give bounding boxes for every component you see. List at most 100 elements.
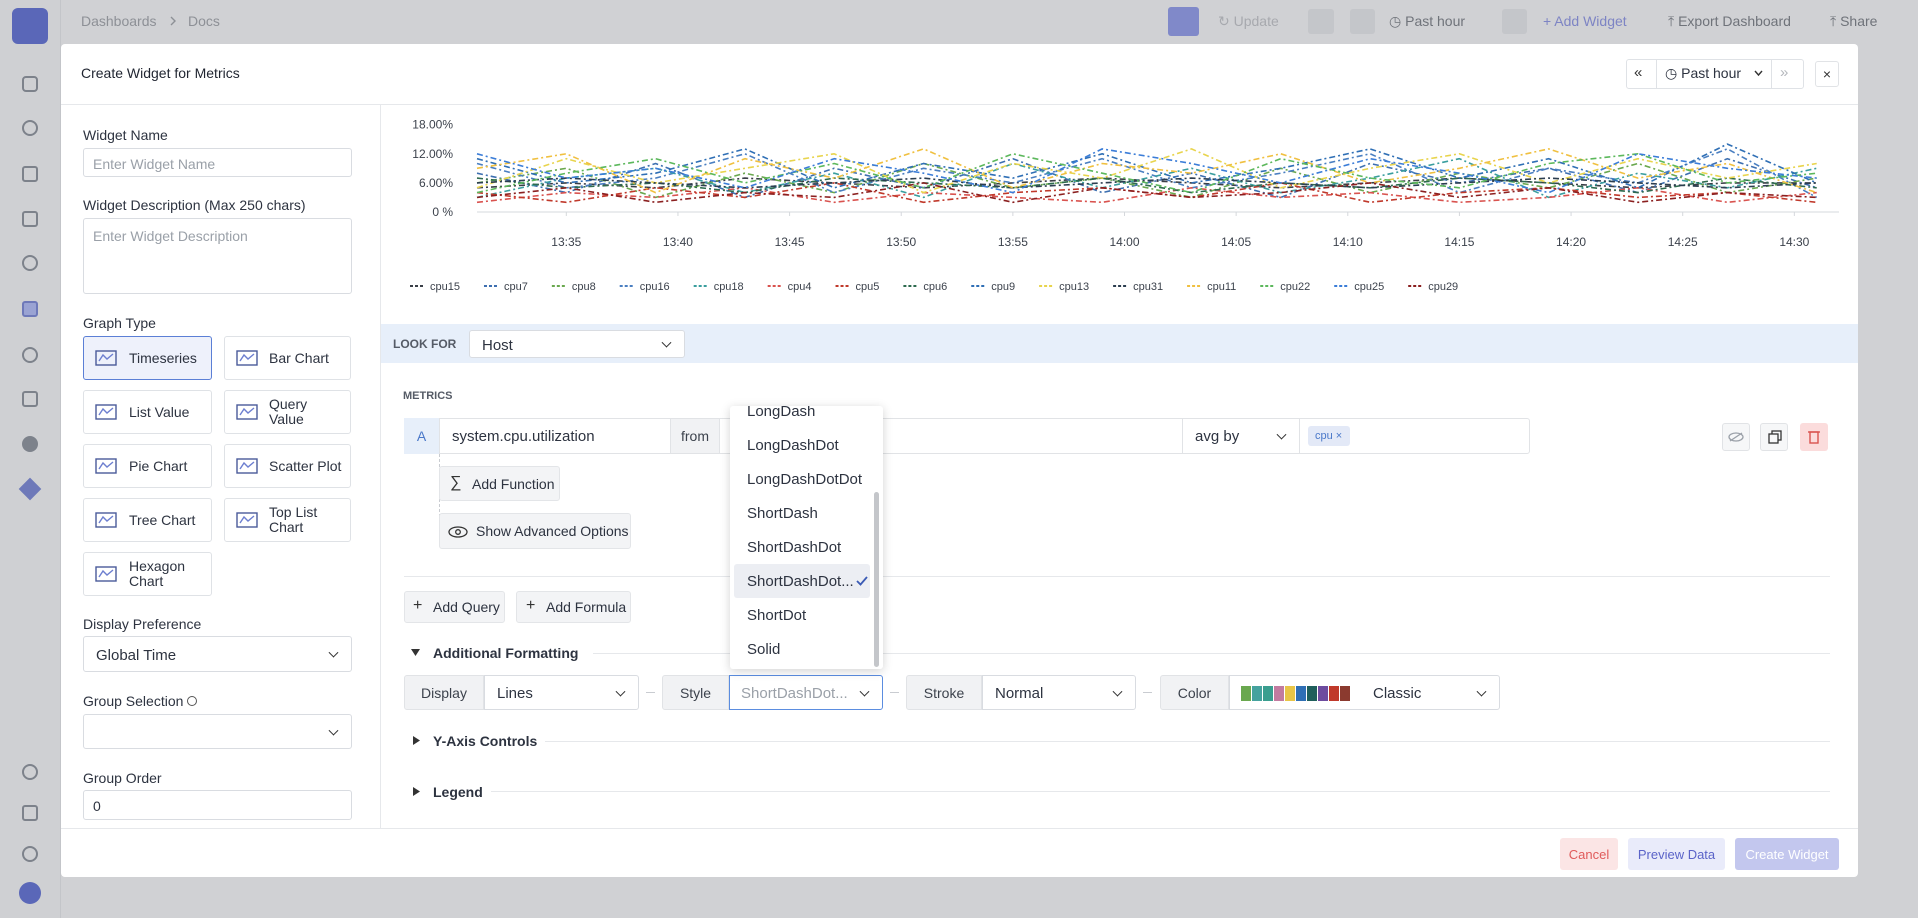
scrollbar	[874, 492, 879, 667]
tag-chip[interactable]: cpu ×	[1308, 426, 1350, 446]
legend-label: cpu18	[714, 281, 744, 293]
group-order-input[interactable]: 0	[83, 790, 352, 820]
graph-type-button[interactable]: Top List Chart	[224, 498, 351, 542]
swatch	[1329, 686, 1339, 701]
dropdown-option[interactable]: ShortDashDot	[730, 530, 876, 564]
add-function-button[interactable]: ∑Add Function	[439, 466, 560, 501]
legend-item[interactable]: cpu29	[1408, 281, 1458, 293]
nav-icon[interactable]	[22, 846, 38, 862]
legend-item[interactable]: cpu16	[620, 281, 670, 293]
graph-type-label: Pie Chart	[129, 459, 187, 474]
legend-item[interactable]: cpu6	[903, 281, 947, 293]
legend-item[interactable]: cpu22	[1260, 281, 1310, 293]
dash	[890, 692, 899, 693]
graph-type-button[interactable]: Tree Chart	[83, 498, 212, 542]
option-label: LongDash	[747, 406, 815, 420]
nav-icon[interactable]	[22, 764, 38, 780]
swatch	[1274, 686, 1284, 701]
dropdown-option[interactable]: LongDash	[730, 406, 876, 428]
separator	[491, 791, 1830, 792]
select-value: avg by	[1195, 428, 1239, 445]
advanced-options-button[interactable]: Show Advanced Options	[439, 513, 631, 549]
x-tick-label: 14:25	[1668, 235, 1698, 249]
caret-closed[interactable]	[413, 787, 420, 796]
nav-icon[interactable]	[19, 478, 42, 501]
dropdown-option[interactable]: LongDashDotDot	[730, 462, 876, 496]
graph-type-button[interactable]: Scatter Plot	[224, 444, 351, 488]
graph-type-button[interactable]: Hexagon Chart	[83, 552, 212, 596]
option-label: Solid	[747, 641, 780, 658]
nav-icon[interactable]	[22, 347, 38, 363]
nav-icon[interactable]	[22, 436, 38, 452]
add-query-button[interactable]: +Add Query	[404, 591, 505, 623]
caret-closed[interactable]	[413, 736, 420, 745]
dash	[1143, 692, 1152, 693]
delete-query[interactable]	[1800, 423, 1828, 451]
legend-label: cpu16	[640, 281, 670, 293]
avatar[interactable]	[19, 882, 41, 904]
graph-type-button[interactable]: Pie Chart	[83, 444, 212, 488]
legend-label: cpu11	[1207, 281, 1236, 293]
x-tick-label: 13:55	[998, 235, 1028, 249]
dropdown-option[interactable]: ShortDot	[730, 598, 876, 632]
legend-label: cpu22	[1280, 281, 1310, 293]
legend-item[interactable]: cpu5	[836, 281, 880, 293]
look-for-select[interactable]: Host	[469, 330, 685, 358]
nav-icon[interactable]	[22, 805, 38, 821]
section-title[interactable]: Y-Axis Controls	[433, 733, 537, 749]
info-icon[interactable]	[187, 696, 197, 706]
legend-item[interactable]: cpu25	[1334, 281, 1384, 293]
legend-item[interactable]: cpu7	[484, 281, 528, 293]
dropdown-option[interactable]: Solid	[730, 632, 876, 666]
caret-open[interactable]	[411, 649, 420, 657]
nav-icon[interactable]	[22, 391, 38, 407]
dropdown-option[interactable]: ShortDashDot...	[734, 564, 870, 598]
legend-item[interactable]: cpu11	[1187, 281, 1236, 293]
select-value: ShortDashDot...	[741, 685, 848, 702]
metric-input[interactable]: system.cpu.utilization	[439, 418, 670, 454]
create-button[interactable]: Create Widget	[1735, 838, 1839, 870]
legend-label: cpu31	[1133, 281, 1163, 293]
legend-item[interactable]: cpu4	[768, 281, 812, 293]
display-select[interactable]: Lines	[484, 675, 639, 710]
query-letter[interactable]: A	[404, 418, 439, 454]
legend-item[interactable]: cpu18	[694, 281, 744, 293]
legend-item[interactable]: cpu13	[1039, 281, 1089, 293]
swatch	[1285, 686, 1295, 701]
duplicate-query[interactable]	[1760, 423, 1788, 451]
cancel-button[interactable]: Cancel	[1560, 838, 1618, 870]
graph-type-button[interactable]: List Value	[83, 390, 212, 434]
graph-type-label: Query Value	[269, 397, 344, 427]
footer-border	[61, 828, 1858, 829]
legend-item[interactable]: cpu9	[971, 281, 1015, 293]
group-selection-select[interactable]	[83, 714, 352, 749]
graph-type-label: Scatter Plot	[269, 459, 341, 474]
stroke-select[interactable]: Normal	[982, 675, 1136, 710]
add-formula-button[interactable]: +Add Formula	[516, 591, 631, 623]
select-value: Global Time	[96, 647, 176, 664]
y-tick-label: 0 %	[432, 205, 453, 219]
preview-button[interactable]: Preview Data	[1628, 838, 1725, 870]
legend-item[interactable]: cpu31	[1113, 281, 1163, 293]
legend-item[interactable]: cpu15	[410, 281, 460, 293]
legend-item[interactable]: cpu8	[552, 281, 596, 293]
graph-type-button[interactable]: Timeseries	[83, 336, 212, 380]
x-tick-label: 14:05	[1221, 235, 1251, 249]
style-select[interactable]: ShortDashDot...	[729, 675, 883, 710]
y-tick-label: 6.00%	[419, 176, 453, 190]
graph-type-icon	[236, 350, 258, 366]
graph-type-button[interactable]: Query Value	[224, 390, 351, 434]
aggregation-select[interactable]: avg by	[1182, 418, 1299, 454]
color-select[interactable]: Classic	[1229, 675, 1500, 710]
graph-type-button[interactable]: Bar Chart	[224, 336, 351, 380]
dropdown-option[interactable]: ShortDash	[730, 496, 876, 530]
graph-type-icon	[236, 458, 258, 474]
dropdown-option[interactable]: LongDashDot	[730, 428, 876, 462]
x-tick-label: 14:10	[1333, 235, 1363, 249]
input-value: system.cpu.utilization	[452, 428, 595, 445]
section-title[interactable]: Additional Formatting	[433, 645, 578, 661]
graph-type-icon	[95, 404, 117, 420]
section-title[interactable]: Legend	[433, 784, 483, 800]
display-preference-select[interactable]: Global Time	[83, 636, 352, 672]
toggle-visibility[interactable]	[1722, 423, 1750, 451]
